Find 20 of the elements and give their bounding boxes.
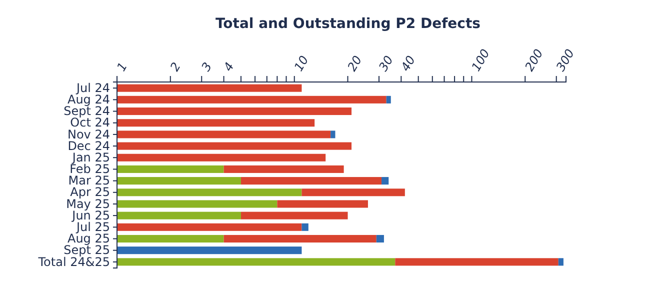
y-tick-label: Mar 25 (68, 174, 110, 188)
chart-title: Total and Outstanding P2 Defects (215, 16, 481, 32)
y-tick-label: Feb 25 (70, 162, 110, 176)
x-tick-label: 3 (198, 60, 215, 74)
y-tick-label: Nov 24 (67, 127, 110, 142)
x-tick-label: 10 (291, 53, 312, 74)
y-tick-label: Jul 25 (75, 220, 110, 234)
y-tick-label: Total 24&25 (37, 254, 110, 269)
y-tick-label: Jan 25 (71, 150, 110, 164)
x-tick-label: 2 (168, 60, 184, 74)
x-tick-label: 30 (376, 53, 396, 74)
x-tick-label: 1 (114, 60, 130, 74)
x-tick-label: 40 (398, 53, 418, 74)
y-tick-label: Jul 24 (75, 80, 110, 95)
y-tick-label: Apr 25 (70, 185, 110, 200)
y-tick-label: Dec 24 (68, 138, 110, 153)
y-tick-label: Oct 24 (70, 116, 110, 130)
x-tick-label: 4 (220, 60, 237, 74)
y-tick-label: May 25 (66, 196, 110, 211)
x-tick-label: 20 (344, 53, 365, 74)
